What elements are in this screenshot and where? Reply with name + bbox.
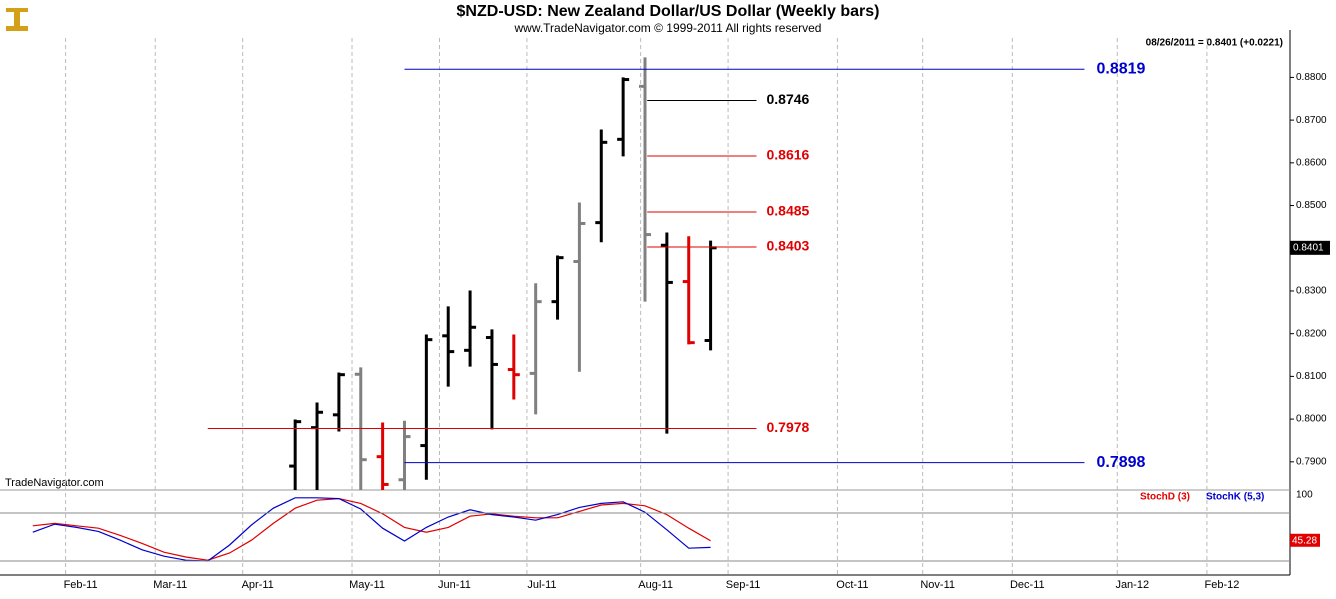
y-tick-label: 0.8800	[1296, 72, 1327, 83]
y-tick-label: 0.8500	[1296, 200, 1327, 211]
x-tick-label: Mar-11	[153, 579, 187, 591]
level-label: 0.8403	[767, 238, 810, 254]
x-tick-label: Jul-11	[527, 579, 556, 591]
y-tick-label: 0.8600	[1296, 157, 1327, 168]
level-label: 0.8616	[767, 147, 810, 163]
x-tick-label: Feb-12	[1204, 579, 1239, 591]
annotation: 08/26/2011 = 0.8401 (+0.0221)	[1146, 38, 1283, 49]
level-label: 0.7978	[767, 419, 810, 435]
x-tick-label: Apr-11	[242, 579, 274, 591]
x-tick-label: Dec-11	[1010, 579, 1045, 591]
legend-entry: StochD (3)	[1140, 492, 1190, 503]
x-tick-label: Feb-11	[64, 579, 98, 591]
y-tick-label: 0.8700	[1296, 115, 1327, 126]
stoch-value-label: 45.28	[1292, 535, 1317, 546]
level-label: 0.8746	[767, 91, 810, 107]
x-tick-label: Jan-12	[1115, 579, 1149, 591]
logo	[6, 8, 28, 31]
chart-title: $NZD-USD: New Zealand Dollar/US Dollar (…	[457, 3, 880, 20]
y-tick-label: 100	[1296, 490, 1313, 501]
stoch-value-box	[1290, 533, 1320, 547]
stoch-panel	[32, 497, 711, 562]
chart-subtitle: www.TradeNavigator.com © 1999-2011 All r…	[514, 21, 822, 35]
level-label: 0.7898	[1096, 454, 1145, 471]
y-tick-label: 0.8000	[1296, 414, 1327, 425]
x-tick-label: Jun-11	[438, 579, 471, 591]
y-tick-label: 0.8300	[1296, 286, 1327, 297]
x-tick-label: Oct-11	[836, 579, 868, 591]
level-label: 0.8485	[767, 203, 810, 219]
last-price-box	[1290, 240, 1330, 255]
x-tick-label: Nov-11	[920, 579, 955, 591]
watermark: TradeNavigator.com	[5, 477, 104, 489]
x-tick-label: May-11	[349, 579, 385, 591]
y-tick-label: 0.8200	[1296, 328, 1327, 339]
x-tick-label: Aug-11	[638, 579, 673, 591]
x-tick-label: Sep-11	[726, 579, 761, 591]
y-tick-label: 0.7900	[1296, 456, 1327, 467]
stoch-line	[32, 497, 711, 562]
legend-entry: StochK (5,3)	[1206, 492, 1264, 503]
level-label: 0.8819	[1096, 61, 1145, 78]
y-tick-label: 0.8100	[1296, 371, 1327, 382]
last-price-label: 0.8401	[1293, 242, 1324, 253]
main-panel	[289, 57, 717, 490]
stoch-line	[32, 497, 711, 561]
